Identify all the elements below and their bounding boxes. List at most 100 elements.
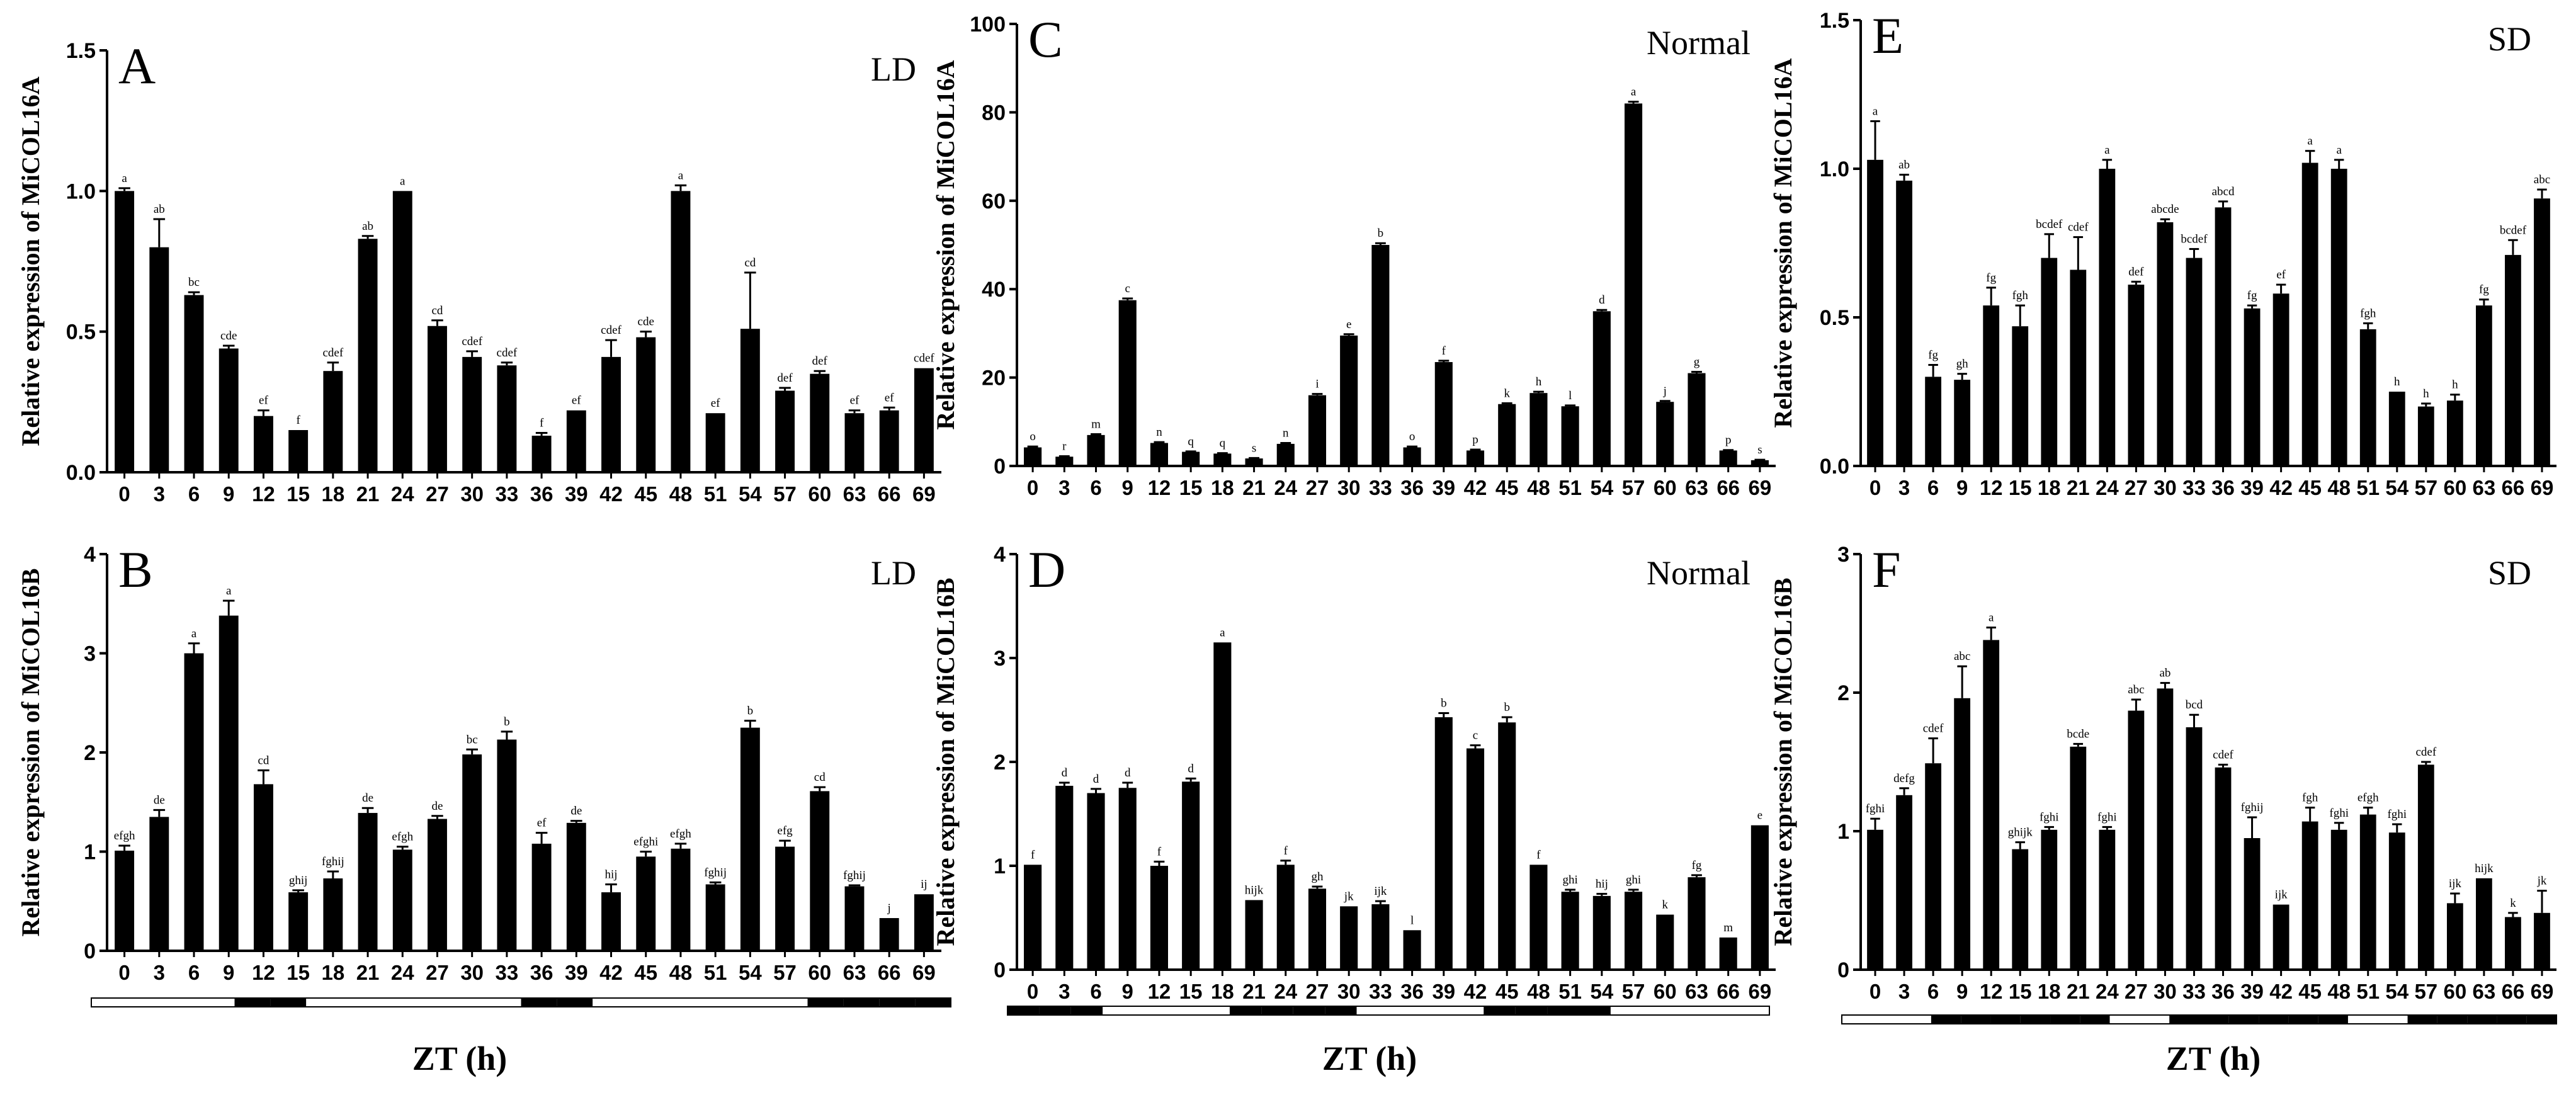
panel-d-bar [1340, 906, 1358, 970]
panel-e-bar [1954, 380, 1971, 466]
panel-b-sig-letter: ghij [289, 874, 308, 887]
panel-d-y-tick-label: 4 [994, 543, 1006, 567]
panel-b-bar [184, 653, 204, 951]
panel-c-sig-letter: h [1536, 375, 1542, 389]
panel-b-x-tick-label: 9 [223, 961, 234, 984]
panel-f-x-tick-label: 36 [2211, 980, 2235, 1003]
panel-e-bar [1925, 377, 1941, 466]
panel-b-light-period [628, 998, 664, 1007]
panel-a-y-tick-label: 0.0 [66, 461, 96, 485]
panel-b-y-tick-label: 0 [84, 939, 96, 963]
panel-d-light-period [1166, 1006, 1198, 1015]
panel-a-sig-letter: ef [850, 394, 860, 407]
panel-b-sig-letter: b [504, 715, 510, 729]
panel-f-sig-letter: abc [1954, 650, 1970, 663]
panel-d-sig-letter: d [1188, 762, 1194, 775]
panel-e-letter: E [1872, 7, 1904, 64]
panel-f-sig-letter: cdef [2213, 748, 2233, 761]
panel-a-bar [392, 191, 412, 472]
panel-b-letter: B [118, 541, 153, 598]
panel-d-sig-letter: d [1125, 766, 1131, 780]
panel-b-light-period [593, 998, 629, 1007]
panel-a-y-tick-label: 0.5 [66, 321, 96, 344]
panel-d-y-tick-label: 3 [994, 647, 1006, 671]
panel-d-bar [1182, 781, 1200, 970]
panel-e-bar [2505, 254, 2521, 466]
panel-a-bar [636, 337, 656, 472]
panel-c-letter: C [1028, 11, 1063, 68]
panel-e-bar [1896, 180, 1912, 466]
panel-e-bar [2244, 308, 2261, 466]
panel-e-sig-letter: fg [2479, 283, 2489, 297]
panel-f-bar [1867, 829, 1883, 970]
panel-f-x-tick-label: 45 [2298, 980, 2322, 1003]
panel-f-x-tick-label: 21 [2067, 980, 2090, 1003]
panel-e-sig-letter: gh [1956, 358, 1969, 371]
panel-c-sig-letter: b [1378, 227, 1384, 240]
panel-f-x-tick-label: 6 [1927, 980, 1939, 1003]
panel-d-x-tick-label: 54 [1590, 980, 1613, 1003]
panel-f-x-tick-label: 42 [2269, 980, 2293, 1003]
panel-f-dark-period [2259, 1015, 2289, 1024]
panel-a-x-tick-label: 21 [356, 482, 380, 506]
panel-e-x-tick-label: 54 [2385, 476, 2409, 499]
panel-e-sig-letter: h [2423, 387, 2429, 400]
panel-a-y-tick-label: 1.5 [66, 39, 96, 63]
panel-d-bar [1688, 877, 1706, 970]
panel-b-light-period [162, 998, 199, 1007]
panel-b-bar [428, 819, 447, 951]
panel-a-bar [149, 247, 169, 472]
panel-e-bar [2446, 400, 2463, 466]
panel-d-sig-letter: b [1504, 701, 1510, 714]
panel-b-bar [566, 822, 586, 951]
panel-b-x-tick-label: 3 [154, 961, 165, 984]
panel-c-sig-letter: e [1346, 318, 1351, 331]
panel-f-x-tick-label: 30 [2153, 980, 2177, 1003]
panel-b-condition: LD [871, 554, 916, 592]
panel-d-dark-period [1484, 1006, 1516, 1015]
panel-e-bar [2330, 169, 2347, 466]
panel-d-dark-period [1579, 1006, 1611, 1015]
panel-d-bar [1625, 892, 1643, 970]
panel-c-bar [1529, 393, 1548, 466]
panel-f-sig-letter: ijk [2449, 877, 2462, 890]
panel-c-sig-letter: d [1599, 293, 1605, 307]
panel-d-x-tick-label: 69 [1749, 980, 1772, 1003]
panel-a-x-tick-label: 45 [634, 482, 657, 506]
panel-e-x-tick-label: 12 [1980, 476, 2003, 499]
panel-f-bar [2157, 688, 2174, 970]
panel-d-bar [1719, 937, 1737, 970]
panel-f-x-tick-label: 39 [2240, 980, 2264, 1003]
panel-a-sig-letter: cde [638, 315, 654, 329]
panel-f-condition: SD [2488, 554, 2531, 592]
panel-a-bar [428, 326, 447, 472]
panel-f-dark-period [2199, 1015, 2229, 1024]
panel-d-x-tick-label: 24 [1274, 980, 1297, 1003]
panel-e-sig-letter: abcde [2151, 203, 2179, 216]
panel-b-x-tick-label: 57 [773, 961, 797, 984]
panel-e-x-tick-label: 42 [2269, 476, 2293, 499]
panel-f-dark-period [2318, 1015, 2348, 1024]
panel-f-dark-period [2169, 1015, 2199, 1024]
panel-c-x-tick-label: 9 [1122, 476, 1133, 499]
panel-e-bar [2272, 293, 2289, 466]
panel-c-bar [1688, 373, 1706, 466]
panel-f-bar [2272, 904, 2289, 970]
panel-d-x-tick-label: 36 [1400, 980, 1424, 1003]
panel-a-x-tick-label: 54 [739, 482, 762, 506]
panel-c-bar [1024, 447, 1042, 466]
panel-c-bar [1118, 300, 1137, 466]
panel-a-x-tick-label: 30 [460, 482, 484, 506]
panel-b-sig-letter: de [432, 800, 443, 813]
panel-b-light-period [449, 998, 485, 1007]
panel-f-dark-period [2080, 1015, 2110, 1024]
panel-d-x-tick-label: 42 [1464, 980, 1487, 1003]
panel-b-sig-letter: cd [258, 754, 269, 767]
panel-e-y-tick-label: 0.0 [1820, 455, 1849, 479]
panel-a-sig-letter: cdef [462, 335, 482, 348]
panel-c-x-tick-label: 42 [1464, 476, 1487, 499]
panel-b-dark-period [915, 998, 951, 1007]
panel-b-sig-letter: fghij [843, 869, 866, 882]
panel-b-sig-letter: a [226, 584, 232, 598]
panel-b-sig-letter: a [191, 627, 197, 640]
